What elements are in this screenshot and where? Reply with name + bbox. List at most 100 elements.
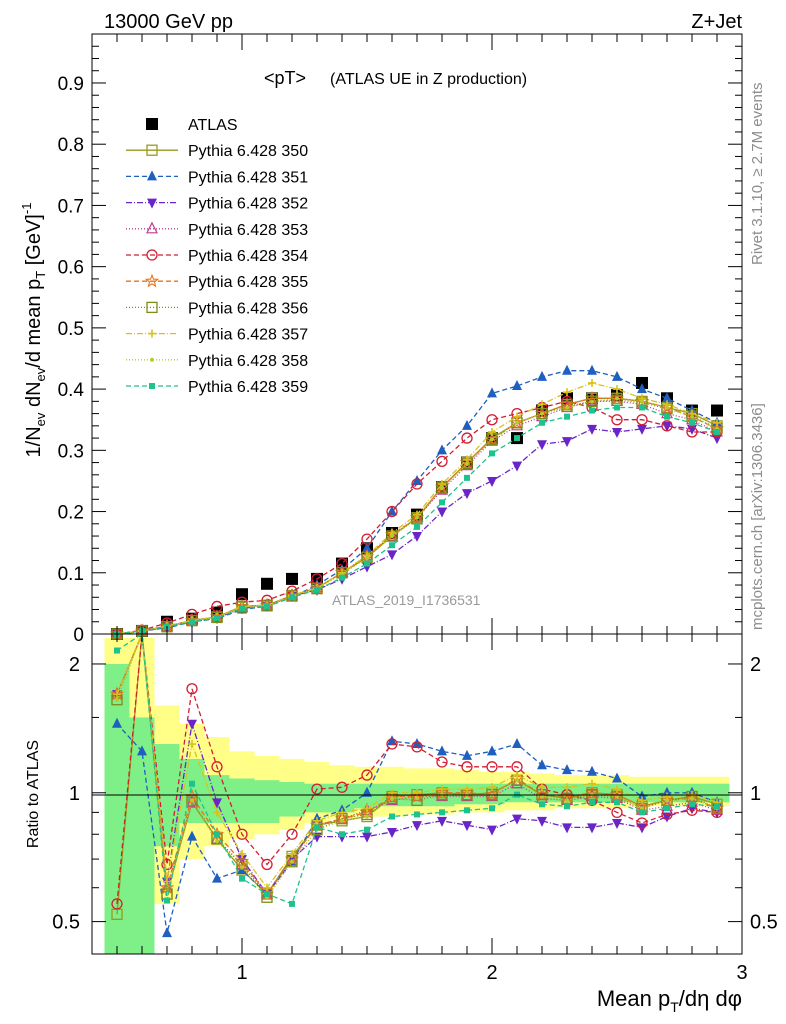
ratio-point <box>487 825 497 836</box>
ratio-point <box>187 719 197 730</box>
ratio-point <box>461 761 473 773</box>
data-point <box>634 393 650 408</box>
data-point <box>264 603 270 610</box>
ratio-point <box>187 830 197 841</box>
legend-marker <box>149 383 155 389</box>
data-point <box>412 532 422 543</box>
y-tick-label-ratio: 0.5 <box>52 912 80 934</box>
ratio-point <box>539 801 545 808</box>
ratio-point <box>213 808 221 817</box>
ratio-point <box>236 828 248 840</box>
ratio-point <box>437 816 447 827</box>
y-tick-label-ratio: 2 <box>69 654 80 676</box>
ratio-point <box>289 900 295 907</box>
data-point <box>640 399 644 404</box>
data-point <box>714 428 720 435</box>
ratio-point <box>340 818 344 823</box>
ratio-point <box>463 785 471 794</box>
data-point <box>587 364 597 375</box>
ratio-point <box>162 927 172 938</box>
data-point <box>487 387 497 398</box>
ratio-point <box>137 745 147 756</box>
ratio-point <box>513 771 521 780</box>
legend-label: Pythia 6.428 359 <box>188 379 308 396</box>
ratio-point <box>488 783 496 792</box>
data-point <box>386 505 398 518</box>
y-tick-label-ratio: 1 <box>69 783 80 805</box>
ratio-point <box>387 827 397 838</box>
legend-label: Pythia 6.428 357 <box>188 327 308 344</box>
data-point <box>461 432 473 444</box>
ratio-point <box>662 812 672 823</box>
ratio-line <box>116 633 718 904</box>
data-point <box>509 415 525 429</box>
ratio-band-inner <box>129 717 155 954</box>
ratio-point <box>314 824 320 831</box>
ratio-point <box>589 799 595 806</box>
data-point <box>465 461 469 466</box>
ratio-point <box>587 823 597 834</box>
x-tick-label: 2 <box>486 962 497 984</box>
ratio-point <box>636 817 648 829</box>
legend-label: Pythia 6.428 350 <box>188 143 308 160</box>
y-tick-label-main: 0.3 <box>58 441 84 462</box>
data-point <box>412 474 422 485</box>
ratio-point <box>363 804 371 813</box>
ratio-point <box>462 749 472 760</box>
ratio-point <box>212 798 222 809</box>
data-point <box>489 450 495 457</box>
data-point <box>488 427 496 436</box>
legend-marker <box>146 301 158 314</box>
legend-label: Pythia 6.428 356 <box>188 300 308 317</box>
legend-label: Pythia 6.428 358 <box>188 353 308 370</box>
ratio-point <box>161 858 173 871</box>
data-point <box>537 370 547 381</box>
data-point <box>462 489 472 500</box>
legend-label: ATLAS <box>188 117 238 134</box>
data-point <box>686 426 698 438</box>
ratio-point <box>613 785 621 794</box>
data-point <box>513 412 521 421</box>
legend-label: Pythia 6.428 354 <box>188 248 308 265</box>
ratio-point <box>261 858 273 871</box>
data-point <box>361 533 373 545</box>
legend-marker <box>150 357 154 362</box>
data-point <box>239 605 245 612</box>
ratio-point <box>362 832 372 843</box>
data-point <box>411 478 423 490</box>
data-point <box>639 404 645 411</box>
ratio-point <box>512 738 522 749</box>
data-point <box>564 413 570 420</box>
ratio-point <box>163 877 171 886</box>
ratio-point <box>114 647 120 654</box>
ratio-point <box>188 740 196 749</box>
data-point <box>665 405 669 410</box>
ratio-point <box>486 761 498 773</box>
ratio-point <box>339 831 345 838</box>
legend-marker <box>146 221 158 234</box>
data-point <box>565 405 569 410</box>
x-tick-label: 3 <box>736 962 747 984</box>
ratio-point <box>612 818 622 829</box>
ratio-point <box>264 891 270 898</box>
ratio-point <box>390 796 394 801</box>
ratio-point <box>365 814 369 819</box>
data-point <box>609 390 625 405</box>
data-point <box>662 392 672 403</box>
data-point <box>515 420 519 425</box>
data-point <box>414 523 420 530</box>
data-point <box>589 407 595 414</box>
data-point <box>512 461 522 472</box>
data-point <box>464 474 470 481</box>
legend-marker <box>147 170 157 181</box>
data-point <box>536 407 548 420</box>
y-tick-label-ratio-right: 1 <box>750 783 761 805</box>
ratio-point <box>538 783 546 792</box>
legend-marker <box>148 329 156 338</box>
ratio-band-inner <box>704 783 730 803</box>
ratio-point <box>412 821 422 832</box>
ratio-point <box>487 745 497 756</box>
y-tick-label-main: 0.2 <box>58 503 84 524</box>
y-tick-label-ratio-right: 2 <box>750 654 761 676</box>
data-point <box>661 420 673 432</box>
